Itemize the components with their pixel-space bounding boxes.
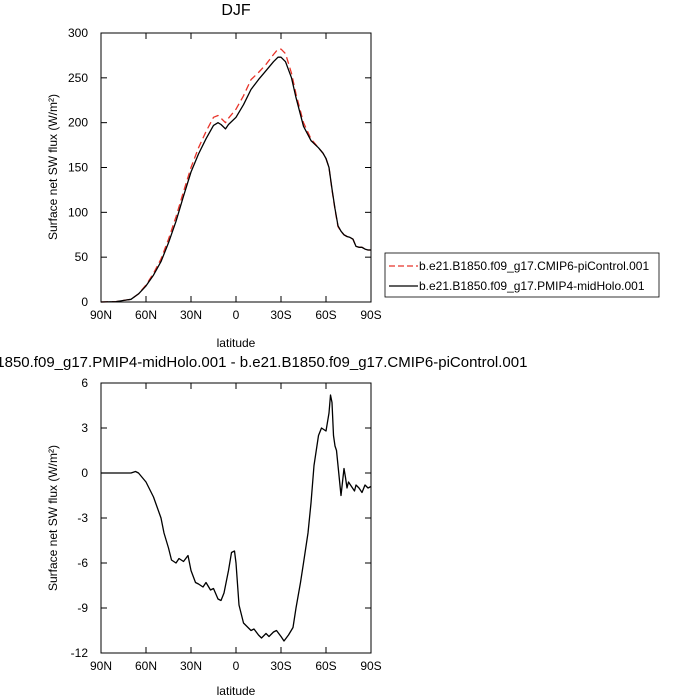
bottom-x-tick-label: 60N: [135, 659, 157, 673]
top-x-tick-label: 30S: [270, 308, 291, 322]
legend-label-midholo: b.e21.B1850.f09_g17.PMIP4-midHolo.001: [419, 279, 645, 293]
bottom-axes-layer: 90N 60N 30N 0 30S 60S 90S -12 -9 -6 -3 0 3 6: [71, 376, 382, 673]
top-chart-title: DJF: [221, 2, 251, 19]
top-y-axis-label: Surface net SW flux (W/m²): [46, 94, 60, 240]
bottom-y-tick-label: -3: [77, 511, 88, 525]
top-series-line-1: [100, 56, 371, 303]
bottom-y-tick-label: 6: [81, 376, 88, 390]
bottom-panel: b.e21.B1850.f09_g17.PMIP4-midHolo.001 - …: [0, 354, 527, 698]
top-y-tick-label: 150: [68, 161, 88, 175]
bottom-series-line-0: [101, 394, 372, 642]
top-y-tick-label: 300: [68, 26, 88, 40]
top-axes-layer: 90N 60N 30N 0 30S 60S 90S 0 50 100 150 200 250 300: [68, 26, 382, 322]
top-y-tick-label: 0: [81, 295, 88, 309]
legend-label-control: b.e21.B1850.f09_g17.CMIP6-piControl.001: [419, 259, 649, 273]
bottom-x-axis-label: latitude: [217, 684, 256, 698]
bottom-x-tick-label: 0: [233, 659, 240, 673]
top-y-tick-label: 250: [68, 71, 88, 85]
bottom-x-tick-label: 90N: [90, 659, 112, 673]
bottom-y-tick-label: -6: [77, 556, 88, 570]
legend-box: [384, 252, 660, 298]
top-series-layer: [100, 48, 371, 303]
bottom-y-tick-label: 3: [81, 421, 88, 435]
top-x-axis-label: latitude: [217, 336, 256, 350]
top-x-tick-label: 90N: [90, 308, 112, 322]
bottom-plot-frame: [100, 382, 372, 654]
bottom-x-tick-label: 90S: [360, 659, 381, 673]
top-y-tick-label: 50: [75, 250, 89, 264]
bottom-series-layer: [101, 394, 372, 642]
bottom-y-axis-label: Surface net SW flux (W/m²): [46, 445, 60, 591]
top-y-tick-label: 100: [68, 205, 88, 219]
bottom-chart-title: b.e21.B1850.f09_g17.PMIP4-midHolo.001 - …: [0, 354, 527, 371]
bottom-y-tick-label: 0: [81, 466, 88, 480]
top-x-tick-label: 30N: [180, 308, 202, 322]
top-x-tick-label: 90S: [360, 308, 381, 322]
top-x-tick-label: 60N: [135, 308, 157, 322]
top-plot-frame: [100, 32, 372, 303]
bottom-y-tick-label: -12: [71, 646, 89, 660]
top-panel: DJF 90N 60N 30N 0 30S 60S 90S 0 50 100 150 200 250 30…: [46, 2, 382, 350]
top-y-tick-label: 200: [68, 116, 88, 130]
bottom-x-tick-label: 60S: [315, 659, 336, 673]
legend: b.e21.B1850.f09_g17.CMIP6-piControl.001 …: [384, 252, 660, 298]
top-x-tick-label: 0: [233, 308, 240, 322]
bottom-y-tick-label: -9: [77, 601, 88, 615]
top-x-tick-label: 60S: [315, 308, 336, 322]
bottom-x-tick-label: 30S: [270, 659, 291, 673]
bottom-x-tick-label: 30N: [180, 659, 202, 673]
